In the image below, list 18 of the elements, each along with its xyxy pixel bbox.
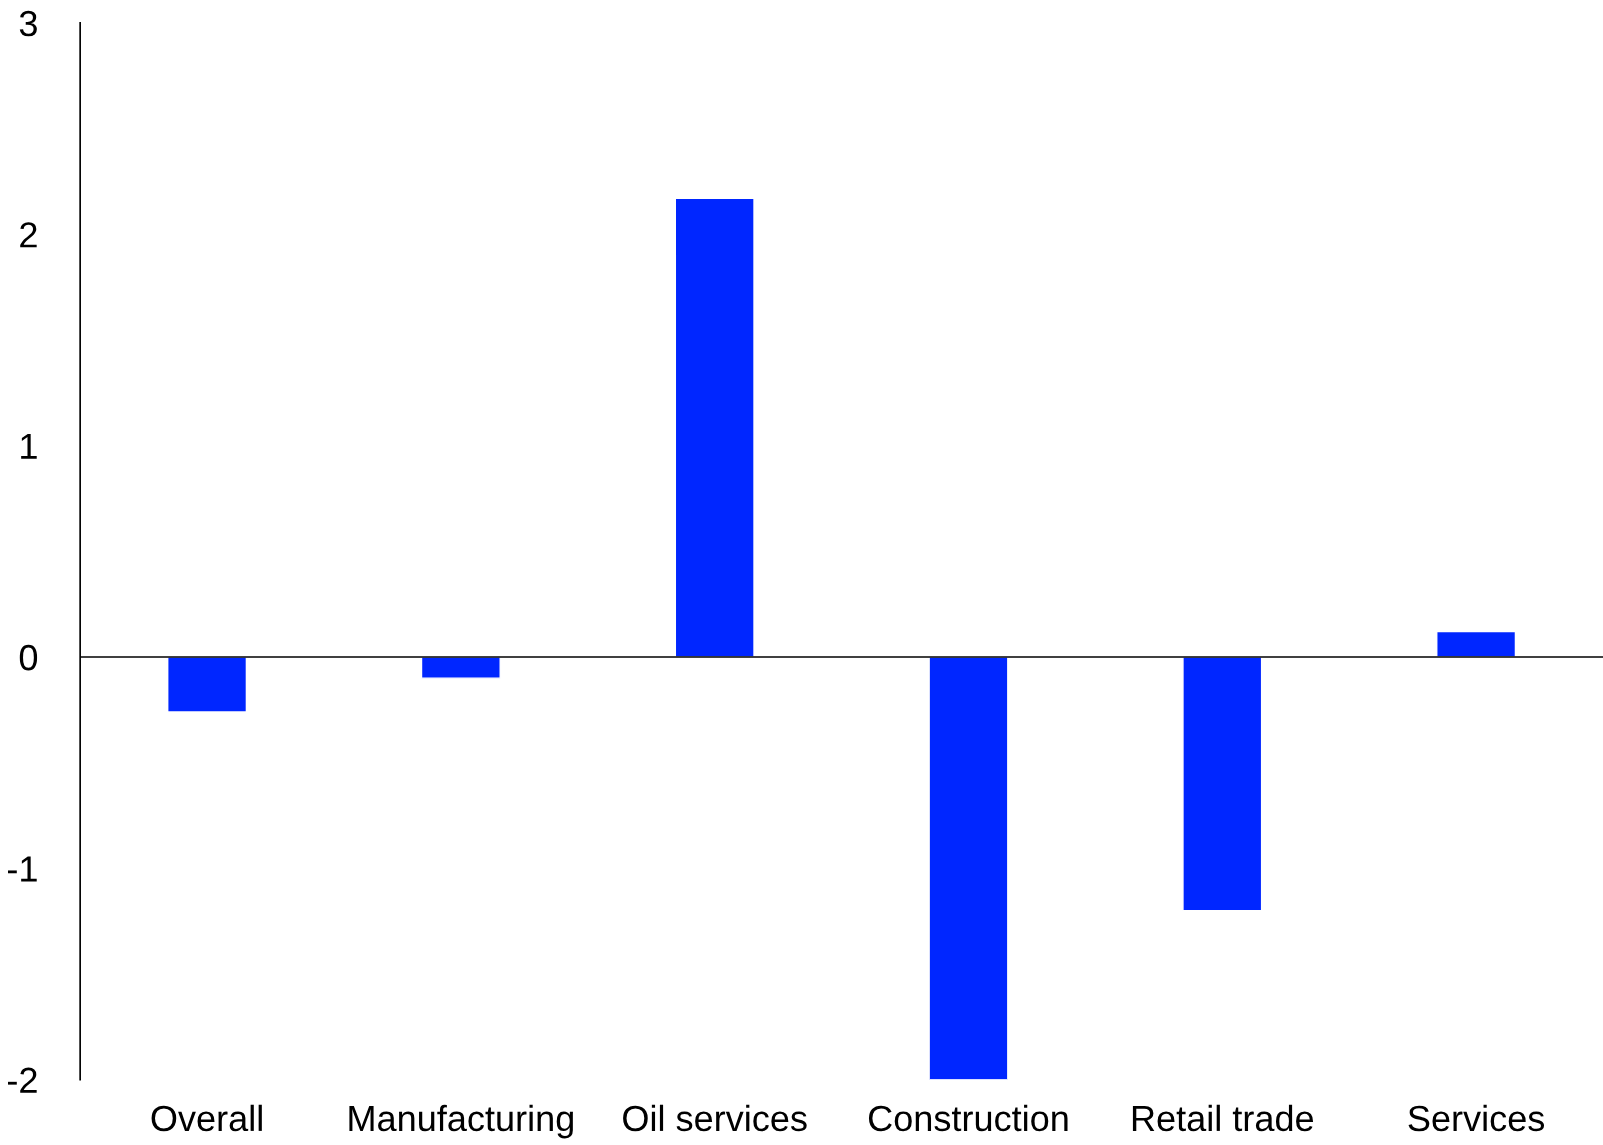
y-tick-label: 0: [19, 644, 38, 671]
x-tick-label: Retail trade: [1132, 1104, 1314, 1132]
x-tick-label: Construction: [868, 1104, 1068, 1132]
bar: [1182, 656, 1263, 912]
x-tick-label: Oil services: [623, 1104, 807, 1132]
y-tick-label: 3: [19, 10, 37, 37]
y-tick-label: -1: [7, 856, 37, 882]
x-tick-label: Services: [1408, 1104, 1545, 1132]
x-tick-label: Manufacturing: [349, 1104, 573, 1139]
bar: [167, 656, 248, 713]
bar: [928, 656, 1009, 1080]
bar: [420, 656, 501, 679]
y-tick-label: 2: [20, 222, 37, 248]
bar: [674, 197, 755, 658]
bar: [1436, 630, 1517, 658]
y-tick-label: -2: [7, 1067, 37, 1093]
x-tick-label: Overall: [151, 1104, 262, 1132]
y-tick-label: 1: [21, 433, 37, 459]
